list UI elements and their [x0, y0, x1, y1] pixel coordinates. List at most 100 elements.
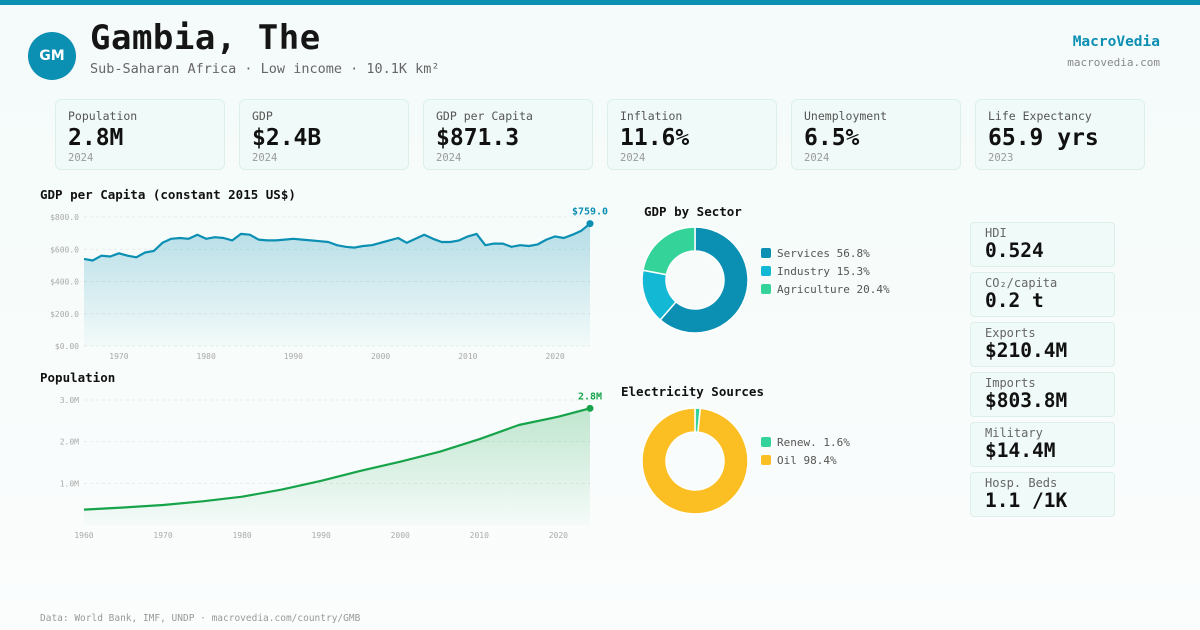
kpi-year: 2024 — [68, 152, 94, 164]
donut-slice-agriculture — [642, 226, 696, 276]
end-point — [586, 220, 594, 228]
x-tick-label: 1980 — [232, 531, 251, 540]
legend-item-oil: Oil 98.4% — [761, 451, 850, 469]
kpi-year: 2024 — [620, 152, 646, 164]
kpi-year: 2023 — [988, 152, 1014, 164]
x-tick-label: 1990 — [312, 531, 331, 540]
legend-swatch — [761, 455, 771, 465]
x-tick-label: 1970 — [109, 352, 128, 361]
brand-url[interactable]: macrovedia.com — [1067, 56, 1160, 69]
page-subtitle: Sub-Saharan Africa · Low income · 10.1K … — [90, 61, 440, 77]
donut-slice-industry — [641, 269, 678, 322]
stat-value: 0.524 — [985, 239, 1044, 262]
stat-value: $803.8M — [985, 389, 1068, 412]
legend-swatch — [761, 284, 771, 294]
y-tick-label: $400.0 — [50, 278, 79, 287]
y-tick-label: 3.0M — [60, 396, 79, 405]
kpi-label: Unemployment — [804, 109, 888, 123]
end-value-label: 2.8M — [578, 391, 602, 402]
x-tick-label: 1960 — [74, 531, 93, 540]
x-tick-label: 1990 — [284, 352, 303, 361]
legend-swatch — [761, 437, 771, 447]
gdp-per-capita-chart: $0.00 $200.0 $400.0 $600.0 $800.0 1970 1980 199… — [50, 207, 608, 361]
kpi-value: 2.8M — [68, 125, 124, 151]
top-accent-bar — [0, 0, 1200, 5]
stat-label: Exports — [985, 326, 1036, 340]
x-tick-label: 1980 — [197, 352, 216, 361]
kpi-card-life-expectancy: Life Expectancy 65.9 yrs 2023 — [975, 99, 1145, 170]
kpi-label: GDP — [252, 109, 273, 123]
series-line — [83, 407, 591, 511]
legend-item-industry: Industry 15.3% — [761, 262, 890, 280]
kpi-value: $2.4B — [252, 125, 322, 151]
population-chart: 1.0M 2.0M 3.0M 1960 1970 1980 1990 2000 2010 2020… — [60, 391, 602, 540]
kpi-label: Life Expectancy — [988, 109, 1092, 123]
legend-swatch — [761, 248, 771, 258]
kpi-label: Inflation — [620, 109, 683, 123]
legend-item-agriculture: Agriculture 20.4% — [761, 280, 890, 298]
y-tick-label: $600.0 — [50, 245, 79, 254]
kpi-year: 2024 — [436, 152, 462, 164]
legend-label: Oil 98.4% — [777, 453, 837, 467]
country-code-avatar: GM — [28, 32, 76, 80]
legend-swatch — [761, 266, 771, 276]
end-value-label: $759.0 — [572, 207, 608, 218]
stat-card-imports: Imports $803.8M — [970, 372, 1115, 417]
data-source-footer: Data: World Bank, IMF, UNDP · macrovedia… — [40, 613, 361, 624]
series-area — [84, 408, 590, 525]
y-tick-label: $200.0 — [50, 310, 79, 319]
x-tick-label: 2020 — [545, 352, 564, 361]
gdp-chart-title: GDP per Capita (constant 2015 US$) — [40, 187, 296, 202]
stat-value: 0.2 t — [985, 289, 1044, 312]
x-tick-label: 2010 — [470, 531, 489, 540]
legend-label: Industry 15.3% — [777, 264, 870, 278]
kpi-year: 2024 — [804, 152, 830, 164]
series-area — [84, 223, 590, 346]
stat-card-co2: CO₂/capita 0.2 t — [970, 272, 1115, 317]
kpi-card-unemployment: Unemployment 6.5% 2024 — [791, 99, 961, 170]
stat-card-hospital-beds: Hosp. Beds 1.1 /1K — [970, 472, 1115, 517]
kpi-value: 65.9 yrs — [988, 125, 1099, 151]
sector-donut-chart — [641, 226, 749, 334]
kpi-value: 11.6% — [620, 125, 690, 151]
stat-value: $210.4M — [985, 339, 1068, 362]
donut-slice-oil — [641, 407, 749, 515]
x-tick-label: 2020 — [549, 531, 568, 540]
electricity-donut-chart — [641, 407, 749, 515]
x-tick-label: 2000 — [391, 531, 410, 540]
stat-value: $14.4M — [985, 439, 1056, 462]
stat-label: Imports — [985, 376, 1036, 390]
kpi-card-inflation: Inflation 11.6% 2024 — [607, 99, 777, 170]
x-tick-label: 2000 — [371, 352, 390, 361]
electricity-chart-title: Electricity Sources — [621, 384, 764, 399]
x-tick-label: 2010 — [458, 352, 477, 361]
stat-label: HDI — [985, 226, 1007, 240]
series-line — [83, 222, 591, 262]
electricity-legend: Renew. 1.6% Oil 98.4% — [761, 433, 850, 469]
y-tick-label: 1.0M — [60, 479, 79, 488]
stat-card-hdi: HDI 0.524 — [970, 222, 1115, 267]
kpi-value: 6.5% — [804, 125, 860, 151]
stat-value: 1.1 /1K — [985, 489, 1068, 512]
sector-legend: Services 56.8% Industry 15.3% Agricultur… — [761, 244, 890, 298]
x-tick-label: 1970 — [153, 531, 172, 540]
kpi-year: 2024 — [252, 152, 278, 164]
kpi-card-gdp-per-capita: GDP per Capita $871.3 2024 — [423, 99, 593, 170]
legend-item-services: Services 56.8% — [761, 244, 890, 262]
stat-card-exports: Exports $210.4M — [970, 322, 1115, 367]
stat-label: Hosp. Beds — [985, 476, 1058, 490]
stat-card-military: Military $14.4M — [970, 422, 1115, 467]
kpi-label: GDP per Capita — [436, 109, 533, 123]
sector-chart-title: GDP by Sector — [644, 204, 742, 219]
legend-item-renewable: Renew. 1.6% — [761, 433, 850, 451]
kpi-label: Population — [68, 109, 138, 123]
y-tick-label: 2.0M — [60, 438, 79, 447]
y-tick-label: $800.0 — [50, 213, 79, 222]
donut-slice-services — [659, 226, 749, 334]
brand-logo[interactable]: MacroVedia — [1072, 34, 1160, 50]
stat-label: CO₂/capita — [985, 276, 1058, 290]
end-point — [586, 404, 594, 412]
kpi-value: $871.3 — [436, 125, 520, 151]
population-chart-title: Population — [40, 370, 116, 385]
legend-label: Services 56.8% — [777, 246, 870, 260]
